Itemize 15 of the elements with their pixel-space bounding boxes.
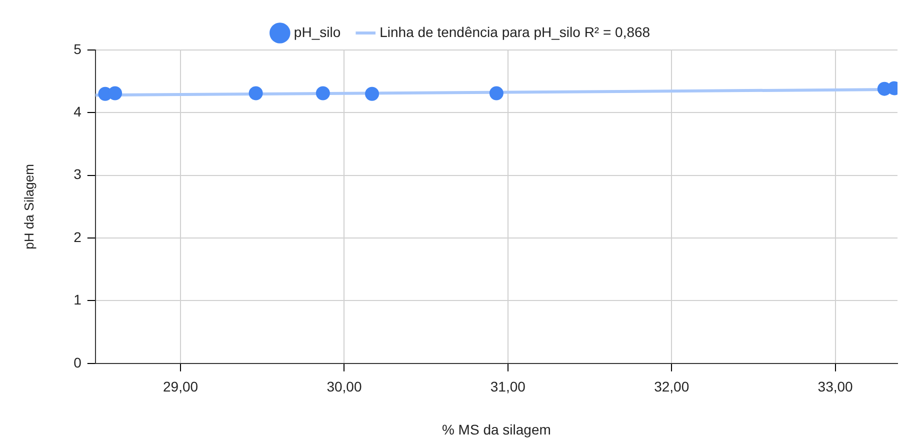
- x-tick-label: 32,00: [654, 378, 690, 395]
- y-tick-label: 3: [74, 166, 82, 182]
- x-tick-label: 31,00: [490, 378, 526, 395]
- y-tick-label: 0: [74, 354, 82, 370]
- x-tick-label: 30,00: [326, 378, 362, 395]
- y-tick-label: 4: [74, 104, 82, 120]
- x-tick-label: 33,00: [818, 378, 854, 395]
- legend-label: Linha de tendência para pH_silo R² = 0,868: [380, 24, 650, 40]
- y-tick-label: 1: [74, 292, 82, 308]
- x-axis-title: % MS da silagem: [442, 421, 551, 438]
- y-tick-label: 5: [74, 40, 82, 57]
- x-tick-label: 29,00: [162, 378, 198, 395]
- y-axis-title: pH da Silagem: [21, 164, 36, 250]
- y-tick-label: 2: [74, 228, 82, 245]
- legend-label: pH_silo: [294, 24, 341, 40]
